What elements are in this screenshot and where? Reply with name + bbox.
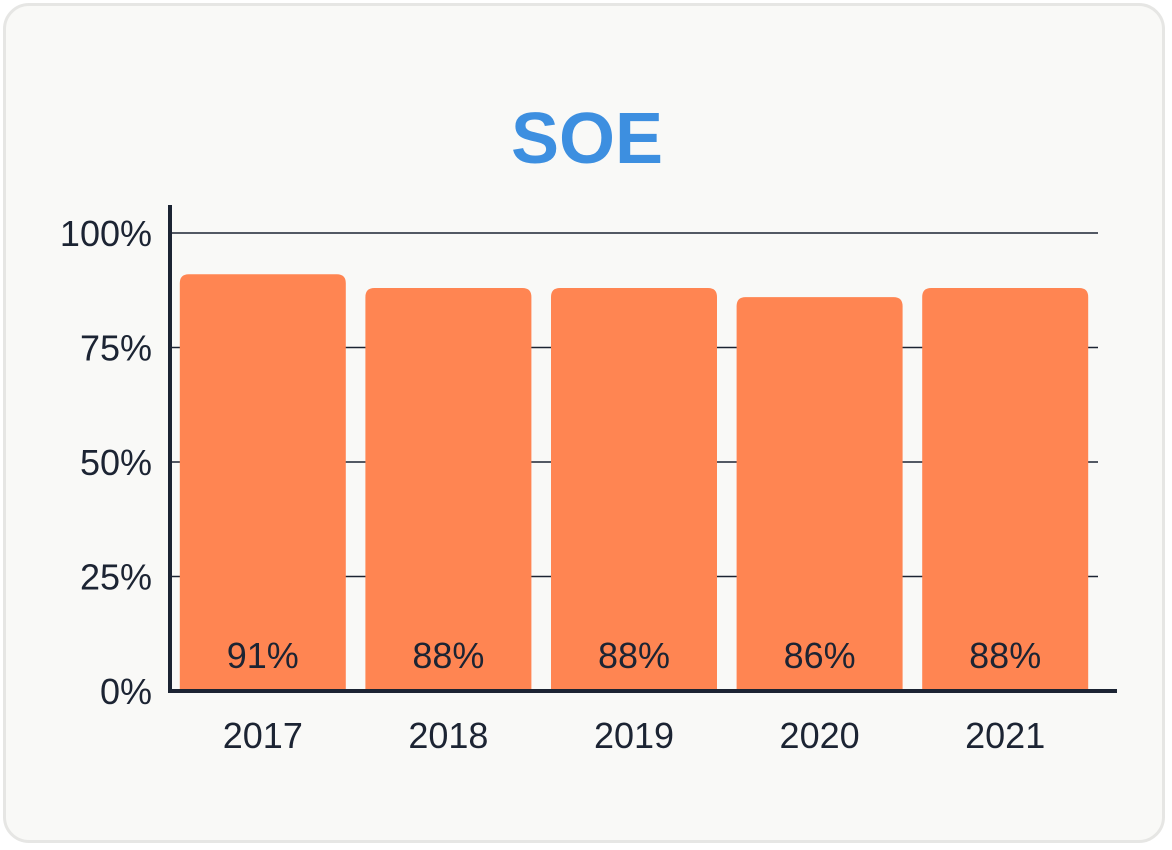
bar-2020 — [736, 297, 903, 691]
data-labels: 91% 88% 88% 86% 88% — [227, 635, 1041, 676]
data-label-2021: 88% — [969, 635, 1041, 676]
y-tick-label-0: 0% — [100, 671, 152, 712]
y-axis-ticks: 0% 25% 50% 75% 100% — [60, 213, 152, 712]
x-tick-label-2021: 2021 — [965, 715, 1045, 756]
bars — [179, 274, 1089, 691]
y-tick-label-4: 100% — [60, 213, 152, 254]
x-tick-label-2018: 2018 — [408, 715, 488, 756]
x-tick-label-2019: 2019 — [594, 715, 674, 756]
bar-2017 — [179, 274, 346, 691]
data-label-2018: 88% — [412, 635, 484, 676]
x-tick-label-2020: 2020 — [780, 715, 860, 756]
y-tick-label-1: 25% — [80, 557, 152, 598]
bar-2021 — [922, 287, 1089, 691]
y-tick-label-3: 75% — [80, 328, 152, 369]
y-tick-label-2: 50% — [80, 442, 152, 483]
x-axis-ticks: 2017 2018 2019 2020 2021 — [223, 715, 1045, 756]
chart-title: SOE — [511, 99, 663, 179]
axes — [168, 205, 1117, 693]
data-label-2020: 86% — [784, 635, 856, 676]
data-label-2019: 88% — [598, 635, 670, 676]
bar-2018 — [365, 287, 532, 691]
data-label-2017: 91% — [227, 635, 299, 676]
x-tick-label-2017: 2017 — [223, 715, 303, 756]
bar-2019 — [551, 287, 717, 691]
